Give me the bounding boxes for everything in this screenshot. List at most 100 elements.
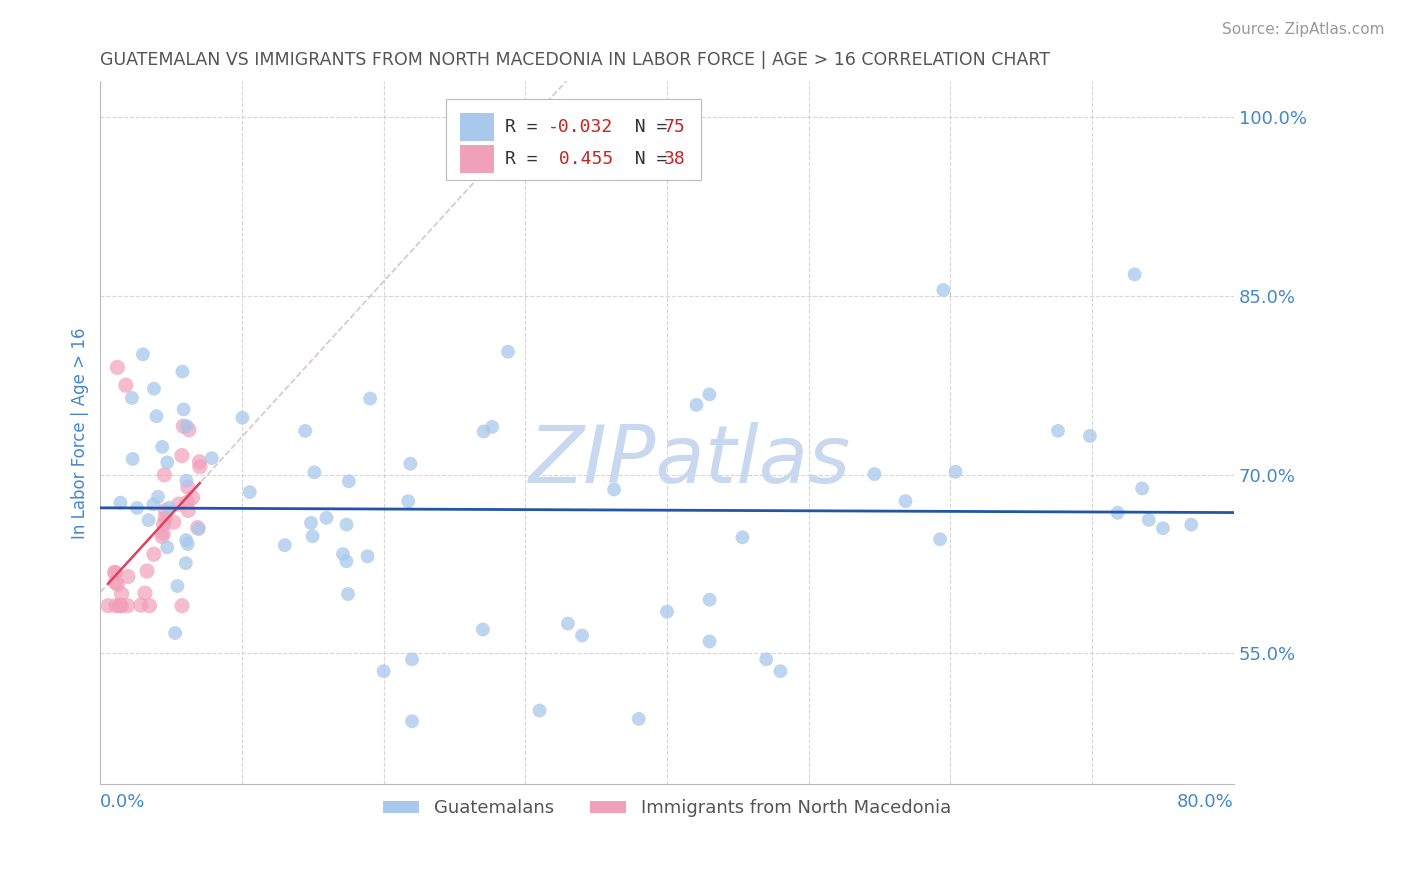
Point	[1152, 521, 1174, 535]
FancyBboxPatch shape	[446, 99, 702, 180]
Point	[150, 529, 173, 543]
Point	[142, 547, 165, 561]
Point	[176, 495, 198, 509]
Point	[274, 538, 297, 552]
Point	[163, 515, 186, 529]
Point	[172, 419, 194, 434]
Point	[929, 533, 952, 547]
Text: ZIPatlas: ZIPatlas	[529, 422, 851, 500]
Point	[138, 599, 160, 613]
Text: 80.0%: 80.0%	[1177, 793, 1234, 811]
Text: N =: N =	[613, 150, 678, 168]
Point	[115, 378, 138, 392]
Point	[557, 616, 579, 631]
Point	[150, 440, 173, 454]
Point	[231, 410, 253, 425]
Point	[104, 575, 127, 590]
Point	[177, 423, 200, 437]
Point	[166, 579, 188, 593]
Point	[1130, 482, 1153, 496]
Point	[336, 517, 359, 532]
Point	[373, 664, 395, 678]
Point	[156, 455, 179, 469]
Point	[143, 382, 166, 396]
Point	[401, 714, 423, 729]
Point	[863, 467, 886, 482]
Point	[152, 517, 174, 532]
Point	[105, 577, 128, 591]
Text: -0.032: -0.032	[548, 118, 613, 136]
Point	[337, 474, 360, 488]
Point	[105, 360, 128, 375]
Point	[132, 347, 155, 361]
Point	[359, 392, 381, 406]
Point	[153, 503, 176, 517]
Point	[315, 511, 337, 525]
Point	[699, 387, 721, 401]
Legend: Guatemalans, Immigrants from North Macedonia: Guatemalans, Immigrants from North Maced…	[375, 792, 957, 824]
Text: 0.455: 0.455	[548, 150, 613, 168]
Point	[108, 599, 131, 613]
Point	[181, 491, 204, 505]
Point	[332, 547, 354, 561]
Point	[177, 503, 200, 517]
Point	[1137, 513, 1160, 527]
Point	[138, 513, 160, 527]
Point	[401, 652, 423, 666]
Text: 0.0%: 0.0%	[100, 793, 146, 811]
Point	[769, 664, 792, 678]
Point	[104, 566, 127, 580]
Point	[177, 480, 200, 494]
Point	[129, 598, 152, 612]
Point	[172, 365, 194, 379]
Point	[1046, 424, 1069, 438]
Text: 38: 38	[664, 150, 685, 168]
Point	[1078, 429, 1101, 443]
Point	[356, 549, 378, 564]
Point	[299, 516, 322, 530]
Point	[301, 529, 323, 543]
Point	[103, 566, 125, 580]
Point	[481, 420, 503, 434]
Point	[396, 494, 419, 508]
Point	[187, 522, 209, 536]
Point	[165, 626, 187, 640]
Point	[125, 500, 148, 515]
Point	[187, 520, 209, 534]
Point	[294, 424, 316, 438]
Point	[174, 556, 197, 570]
Text: GUATEMALAN VS IMMIGRANTS FROM NORTH MACEDONIA IN LABOR FORCE | AGE > 16 CORRELAT: GUATEMALAN VS IMMIGRANTS FROM NORTH MACE…	[100, 51, 1050, 69]
Point	[157, 500, 180, 515]
Point	[155, 511, 177, 525]
Point	[156, 541, 179, 555]
Y-axis label: In Labor Force | Age > 16: In Labor Force | Age > 16	[72, 327, 89, 539]
Point	[685, 398, 707, 412]
Bar	[460, 145, 494, 173]
Point	[174, 533, 197, 548]
Text: 75: 75	[664, 118, 685, 136]
Point	[153, 467, 176, 482]
Text: R =: R =	[505, 150, 548, 168]
Point	[142, 497, 165, 511]
Point	[731, 530, 754, 544]
Point	[188, 459, 211, 474]
Point	[201, 451, 224, 466]
Point	[529, 704, 551, 718]
Text: N =: N =	[613, 118, 678, 136]
Point	[110, 599, 132, 613]
Point	[108, 599, 131, 613]
Point	[110, 587, 132, 601]
Point	[655, 605, 678, 619]
Point	[104, 599, 127, 613]
Point	[146, 490, 169, 504]
Point	[1180, 517, 1202, 532]
Point	[110, 496, 132, 510]
Point	[121, 391, 143, 405]
Point	[1123, 268, 1146, 282]
Bar	[460, 113, 494, 141]
Point	[603, 483, 626, 497]
Point	[571, 628, 593, 642]
Point	[145, 409, 167, 424]
Point	[117, 569, 139, 583]
Point	[699, 592, 721, 607]
